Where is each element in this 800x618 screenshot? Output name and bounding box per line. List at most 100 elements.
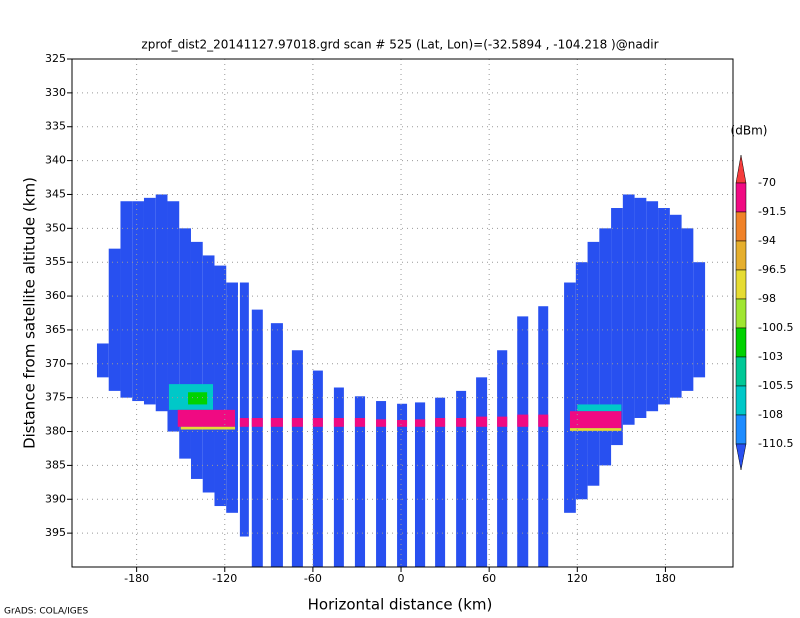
colorbar-tick-label: -105.5 [758, 379, 793, 392]
heat-cell [564, 282, 576, 513]
heat-cell [435, 417, 446, 427]
heat-cell [202, 255, 215, 493]
colorbar-label: (dBm) [731, 124, 768, 138]
heat-cell [497, 416, 508, 427]
heat-cell [587, 241, 600, 486]
y-axis-label: Distance from satellite altitude (km) [21, 177, 39, 449]
x-tick-label: 60 [482, 572, 496, 585]
y-tick-label: 365 [45, 323, 66, 336]
heat-cell [143, 197, 156, 405]
heat-cell [634, 197, 647, 418]
y-tick-label: 325 [45, 52, 66, 65]
colorbar-segment [735, 385, 747, 416]
heat-cell [291, 417, 303, 427]
heat-cell [414, 402, 426, 567]
x-tick-label: 0 [398, 572, 405, 585]
x-tick-label: -60 [304, 572, 322, 585]
heat-cell [291, 350, 303, 567]
heat-cell [333, 387, 344, 567]
colorbar-tick-label: -91.5 [758, 205, 786, 218]
heat-cell [646, 201, 659, 412]
heat-cell [376, 419, 387, 427]
heat-cell [108, 248, 121, 391]
heat-cell [251, 417, 263, 427]
heat-cell [669, 214, 682, 398]
heat-cell [333, 417, 344, 427]
heat-cell [569, 411, 622, 429]
colorbar-tick-label: -110.5 [758, 437, 793, 450]
heat-cell [414, 419, 426, 427]
y-tick-label: 390 [45, 492, 66, 505]
heat-cell [251, 309, 263, 567]
colorbar-segment [735, 414, 747, 445]
heat-cell [577, 404, 622, 412]
colorbar-tick-label: -94 [758, 234, 776, 247]
y-tick-label: 345 [45, 187, 66, 200]
heat-cell [179, 228, 191, 459]
heat-cell [312, 370, 323, 567]
heat-cell [658, 208, 670, 405]
colorbar-segment [735, 327, 747, 358]
heat-cell [456, 390, 467, 567]
heat-cell [575, 262, 588, 500]
colorbar-segment [735, 211, 747, 242]
colorbar-tick-label: -98 [758, 292, 776, 305]
y-tick-label: 395 [45, 526, 66, 539]
heat-cell [538, 306, 549, 567]
x-axis-label: Horizontal distance (km) [308, 596, 493, 614]
heat-cell [132, 201, 144, 402]
heat-cell [693, 262, 706, 378]
heat-cell [517, 316, 529, 567]
colorbar-segment [735, 240, 747, 271]
heat-cell [681, 228, 694, 391]
heat-cell [354, 396, 366, 567]
colorbar-tick-label: -96.5 [758, 263, 786, 276]
x-tick-label: 120 [567, 572, 588, 585]
x-tick-label: -120 [212, 572, 237, 585]
y-tick-label: 370 [45, 357, 66, 370]
y-tick-label: 355 [45, 255, 66, 268]
heat-cell [622, 194, 635, 425]
x-tick-label: -180 [124, 572, 149, 585]
heat-cell [538, 414, 549, 427]
colorbar-segment [735, 269, 747, 300]
y-tick-label: 360 [45, 289, 66, 302]
colorbar-tick-label: -100.5 [758, 321, 793, 334]
heat-cell [180, 426, 236, 430]
colorbar-cap [735, 443, 747, 471]
heat-cell [376, 401, 387, 567]
heat-cell [167, 201, 180, 432]
colorbar-segment [735, 298, 747, 329]
heat-cell [270, 417, 283, 427]
heat-cell [239, 417, 249, 427]
heat-cell [155, 194, 168, 412]
y-tick-label: 385 [45, 458, 66, 471]
y-tick-label: 350 [45, 221, 66, 234]
colorbar-segment [735, 356, 747, 387]
heat-cell [188, 392, 208, 405]
colorbar-tick-label: -108 [758, 408, 783, 421]
y-tick-label: 380 [45, 425, 66, 438]
colorbar-cap [735, 154, 747, 184]
heat-cell [456, 417, 467, 427]
heat-cell [397, 420, 408, 427]
heat-cell [517, 414, 529, 427]
heat-cell [312, 417, 323, 427]
heat-cell [497, 350, 508, 567]
heat-cell [476, 416, 488, 427]
heat-cell [270, 323, 283, 567]
heat-cell [96, 343, 109, 378]
plot-frame [71, 58, 734, 568]
colorbar-tick-label: -103 [758, 350, 783, 363]
heat-cell [599, 228, 612, 466]
heat-cell [569, 428, 622, 431]
heat-cell [354, 417, 366, 427]
heat-cell [177, 409, 236, 427]
heat-cell [476, 377, 488, 567]
y-tick-label: 330 [45, 86, 66, 99]
chart-title: zprof_dist2_20141127.97018.grd scan # 52… [141, 38, 658, 52]
footer: GrADS: COLA/IGES [4, 607, 88, 617]
heat-cell [397, 403, 408, 567]
colorbar-tick-label: -70 [758, 176, 776, 189]
